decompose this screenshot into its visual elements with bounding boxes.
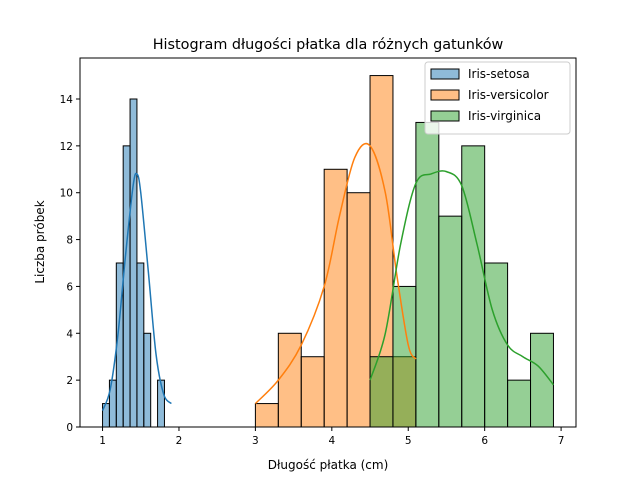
x-tick-label: 1	[99, 435, 106, 447]
x-tick-label: 6	[481, 435, 488, 447]
bar-iris-setosa-5	[136, 262, 145, 428]
bar-iris-virginica-4	[461, 145, 486, 428]
bar-iris-versicolor-4	[346, 192, 371, 428]
legend-label-iris-virginica: Iris-virginica	[468, 109, 541, 123]
bar-iris-virginica-2	[415, 121, 440, 428]
bar-iris-virginica-3	[438, 215, 463, 428]
kde-line-iris-setosa	[101, 172, 172, 411]
bar-iris-setosa-4	[129, 98, 138, 428]
bar-iris-virginica-5	[484, 262, 509, 428]
legend-swatch-iris-setosa	[430, 68, 460, 80]
plot-frame	[79, 57, 577, 428]
bar-iris-virginica-0	[369, 356, 394, 428]
bar-iris-versicolor-2	[300, 356, 325, 428]
y-tick-label: 8	[66, 235, 73, 247]
legend: Iris-setosa Iris-versicolor Iris-virginica	[424, 61, 571, 135]
bar-iris-versicolor-3	[323, 168, 348, 428]
bar-iris-versicolor-1	[277, 332, 302, 428]
y-tick-label: 0	[66, 422, 73, 434]
y-tick-label: 12	[60, 141, 73, 153]
chart-title: Histogram długości płatka dla różnych ga…	[153, 37, 504, 53]
x-tick-label: 2	[176, 435, 183, 447]
legend-label-iris-versicolor: Iris-versicolor	[468, 88, 549, 102]
bar-iris-virginica-6	[507, 379, 532, 428]
legend-label-iris-setosa: Iris-setosa	[468, 67, 530, 81]
y-tick-label: 10	[60, 188, 73, 200]
y-tick-label: 14	[60, 94, 74, 106]
x-axis-label: Długość płatka (cm)	[268, 458, 389, 472]
legend-swatch-iris-versicolor	[430, 89, 460, 101]
kde-line-iris-versicolor	[254, 142, 417, 405]
y-tick-label: 4	[66, 328, 73, 340]
bar-iris-versicolor-0	[254, 403, 279, 428]
bar-iris-setosa-3	[122, 145, 131, 428]
x-tick-label: 5	[405, 435, 412, 447]
y-tick-label: 6	[66, 281, 73, 293]
y-axis-label: Liczba próbek	[33, 200, 47, 283]
x-tick-label: 7	[558, 435, 565, 447]
legend-frame	[424, 61, 571, 135]
x-tick-label: 4	[328, 435, 335, 447]
legend-swatch-iris-virginica	[430, 110, 460, 122]
y-tick-label: 2	[66, 375, 73, 387]
kde-line-iris-virginica	[369, 170, 555, 386]
bar-iris-setosa-6	[143, 332, 152, 428]
x-tick-label: 3	[252, 435, 259, 447]
